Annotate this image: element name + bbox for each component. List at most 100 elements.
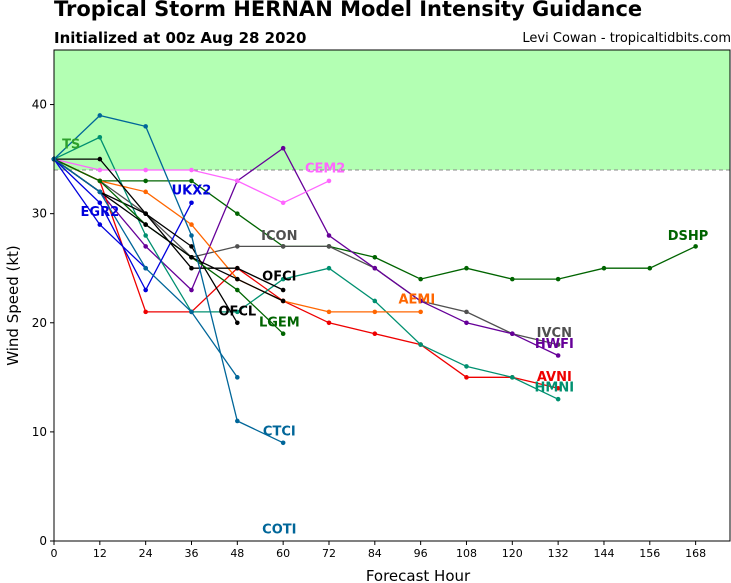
data-point <box>372 255 378 260</box>
data-point <box>189 200 194 206</box>
data-point <box>418 298 423 304</box>
data-point <box>235 178 240 184</box>
x-tick-label: 156 <box>639 547 660 560</box>
data-point <box>372 309 378 315</box>
data-point <box>280 200 286 206</box>
series-label: CEM2 <box>305 161 345 176</box>
x-tick-label: 132 <box>548 547 569 560</box>
data-point <box>97 113 103 118</box>
data-point <box>464 364 469 369</box>
data-point <box>189 309 194 315</box>
series-label: ICON <box>261 229 297 244</box>
series-label: TS <box>62 137 80 152</box>
series-line-hwfi <box>53 147 559 357</box>
x-tick-label: 144 <box>593 547 614 560</box>
x-tick-label: 0 <box>51 547 58 560</box>
data-point <box>143 189 148 195</box>
data-point <box>235 287 240 293</box>
x-tick-label: 168 <box>685 547 706 560</box>
series-line-ofci <box>54 158 284 291</box>
y-tick-label: 20 <box>32 316 47 330</box>
data-point <box>280 287 286 293</box>
data-point <box>464 375 469 380</box>
y-axis-label: Wind Speed (kt) <box>4 245 22 366</box>
data-point <box>143 309 148 315</box>
data-point <box>235 265 240 271</box>
data-point <box>280 298 286 304</box>
data-point <box>464 309 469 315</box>
x-tick-label: 96 <box>414 547 428 560</box>
data-point <box>464 265 469 271</box>
data-point <box>280 145 286 151</box>
data-point <box>326 244 332 249</box>
data-point <box>280 244 286 249</box>
data-point <box>510 375 515 380</box>
y-tick-label: 30 <box>32 207 47 221</box>
data-point <box>97 134 103 140</box>
data-point <box>97 178 103 184</box>
x-tick-label: 60 <box>276 547 290 560</box>
data-point <box>418 342 423 347</box>
series-label: AVNI <box>537 370 572 385</box>
x-tick-label: 36 <box>184 547 198 560</box>
data-point <box>372 331 378 336</box>
data-point <box>555 276 561 282</box>
data-point <box>372 265 378 271</box>
data-point <box>326 233 332 238</box>
x-tick-label: 12 <box>93 547 107 560</box>
series-label: DSHP <box>668 229 709 244</box>
data-point <box>97 222 103 227</box>
series-label: UKX2 <box>172 183 212 198</box>
x-tick-label: 120 <box>502 547 523 560</box>
y-tick-label: 0 <box>39 534 47 548</box>
data-point <box>418 276 423 282</box>
series-line-hmni <box>53 136 559 400</box>
series-label: OFCI <box>262 269 296 284</box>
data-point <box>143 178 148 184</box>
data-point <box>143 233 148 238</box>
x-tick-label: 108 <box>456 547 477 560</box>
data-point <box>143 244 148 249</box>
data-point <box>555 353 561 358</box>
data-point <box>143 211 148 216</box>
data-point <box>189 244 194 249</box>
chart-credit: Levi Cowan - tropicaltidbits.com <box>522 31 731 46</box>
data-point <box>326 178 332 184</box>
data-point <box>189 222 194 227</box>
data-point <box>280 440 286 446</box>
data-point <box>464 320 469 326</box>
data-point <box>235 418 240 424</box>
data-point <box>510 331 515 336</box>
data-point <box>189 287 194 293</box>
series-label: CTCI <box>263 424 296 439</box>
series-line-avni <box>53 158 559 389</box>
chart-title: Tropical Storm HERNAN Model Intensity Gu… <box>54 0 643 21</box>
x-tick-label: 24 <box>139 547 153 560</box>
data-point <box>143 287 148 293</box>
series-label: HWFI <box>535 337 574 352</box>
data-point <box>601 265 607 271</box>
y-tick-label: 40 <box>32 98 47 112</box>
data-point <box>647 265 653 271</box>
data-point <box>143 222 148 227</box>
data-point <box>189 255 194 260</box>
series-label: HMNI <box>535 381 575 396</box>
series-label: IVCN <box>537 326 572 341</box>
data-point <box>235 309 240 315</box>
x-tick-label: 84 <box>368 547 382 560</box>
data-point <box>189 233 194 238</box>
series-label: OFCL <box>218 304 256 319</box>
data-point <box>372 298 378 304</box>
data-point <box>97 156 103 162</box>
data-point <box>235 211 240 216</box>
data-point <box>143 167 148 173</box>
data-point <box>189 265 194 271</box>
data-point <box>189 167 194 173</box>
series-line-ivcn <box>53 158 559 346</box>
series-label: LGEM <box>259 315 300 330</box>
data-point <box>143 265 148 271</box>
series-line-ctci <box>53 114 284 444</box>
data-point <box>418 309 423 315</box>
ts-threshold-band <box>54 50 730 171</box>
